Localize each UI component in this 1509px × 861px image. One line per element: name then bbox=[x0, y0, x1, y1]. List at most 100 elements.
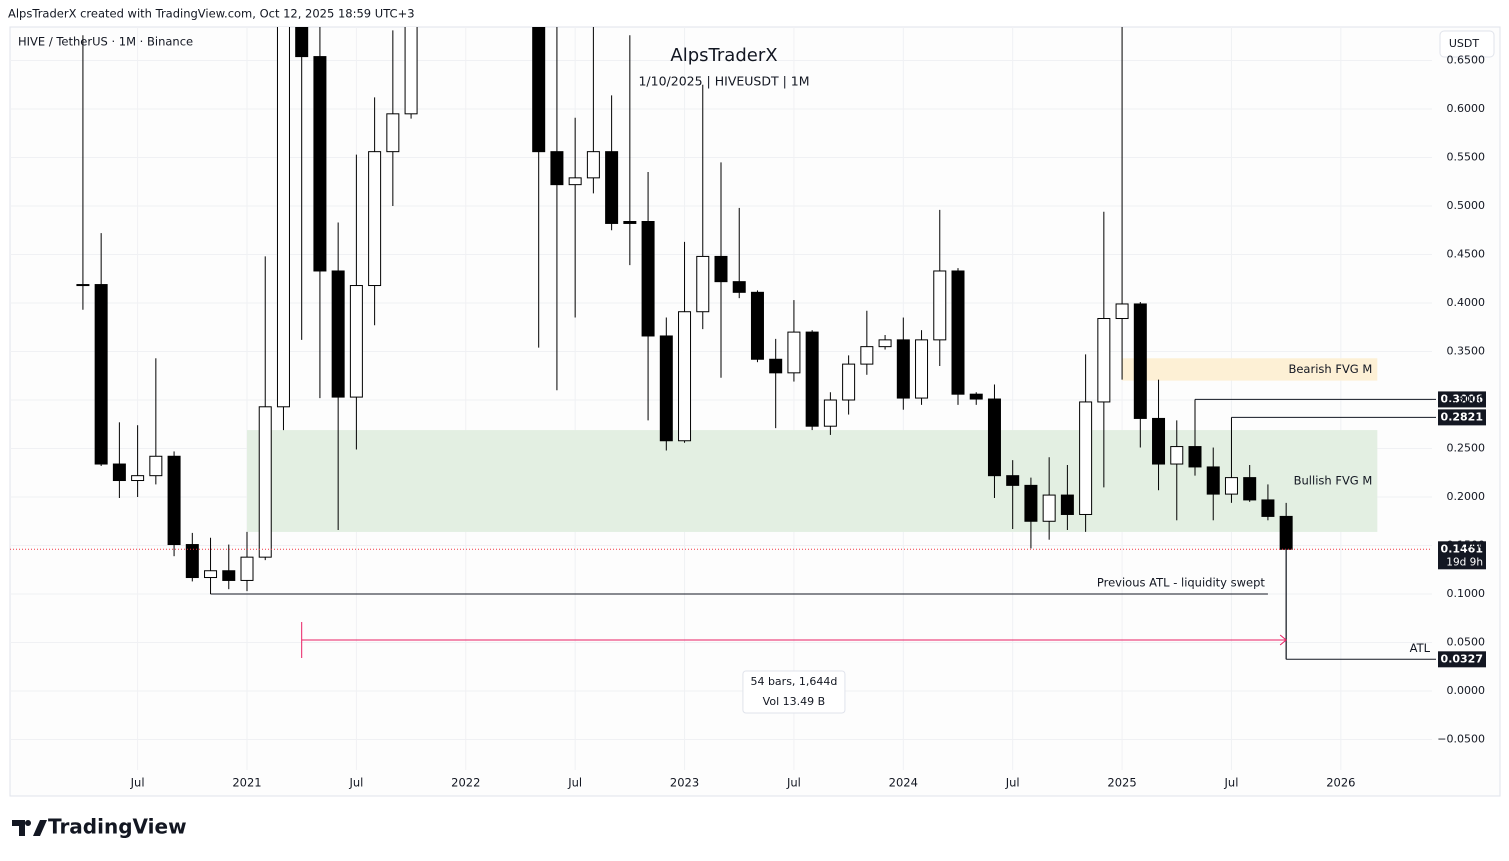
candle-body bbox=[678, 311, 692, 442]
zone-label: Bullish FVG M bbox=[1294, 474, 1373, 488]
y-tick-label: 0.1000 bbox=[1447, 587, 1486, 600]
y-tick-label: 0.1500 bbox=[1447, 539, 1486, 552]
candle-body bbox=[878, 339, 892, 348]
y-tick-label: 0.0000 bbox=[1447, 684, 1486, 697]
symbol-legend: HIVE / TetherUS · 1M · Binance bbox=[18, 35, 193, 49]
currency-button[interactable] bbox=[1439, 30, 1495, 58]
header: AlpsTraderX created with TradingView.com… bbox=[8, 7, 415, 21]
x-tick-label: Jul bbox=[1224, 776, 1239, 790]
candle-body bbox=[258, 406, 272, 558]
measure-text: Vol 13.49 B bbox=[763, 695, 826, 708]
candle-body bbox=[951, 270, 965, 395]
logo-text: TradingView bbox=[48, 815, 187, 839]
level-price-label: 0.3006 bbox=[1441, 392, 1484, 405]
y-tick-label: 0.0500 bbox=[1447, 636, 1486, 649]
measure-arrow bbox=[1279, 634, 1287, 646]
x-tick-label: Jul bbox=[567, 776, 582, 790]
candle-body bbox=[1133, 303, 1147, 419]
candle-body bbox=[1243, 477, 1257, 501]
candle-body bbox=[532, 27, 546, 153]
candle-body bbox=[860, 346, 874, 365]
x-tick-label: Jul bbox=[1005, 776, 1020, 790]
measure-text: 54 bars, 1,644d bbox=[750, 675, 837, 688]
candle-body bbox=[969, 393, 983, 400]
candle-body bbox=[185, 544, 199, 579]
candle-body bbox=[1170, 446, 1184, 465]
candle-body bbox=[987, 398, 1001, 477]
candle-body bbox=[222, 570, 236, 581]
candle-body bbox=[1006, 475, 1020, 486]
y-tick-label: 0.4000 bbox=[1447, 296, 1486, 309]
candle-body bbox=[787, 331, 801, 374]
candle-body bbox=[368, 151, 382, 287]
zone bbox=[1122, 358, 1378, 381]
x-tick-label: 2023 bbox=[670, 776, 699, 790]
candle-body bbox=[805, 331, 819, 427]
candle-body bbox=[1115, 303, 1129, 320]
candle-body bbox=[204, 570, 218, 579]
candle-body bbox=[276, 27, 290, 408]
candle-body bbox=[1279, 515, 1293, 550]
candle-body bbox=[1024, 484, 1038, 522]
candle-body bbox=[1060, 494, 1074, 515]
level-price-label: 0.0327 bbox=[1441, 652, 1483, 665]
overlay: Bearish FVG M Bullish FVG M Previous ATL -… bbox=[301, 362, 1486, 714]
candle-body bbox=[550, 151, 564, 186]
x-tick-label: 2021 bbox=[232, 776, 261, 790]
candle-body bbox=[623, 221, 637, 224]
candle-body bbox=[313, 56, 327, 272]
y-tick-label: 0.3000 bbox=[1447, 393, 1486, 406]
y-tick-label: −0.0500 bbox=[1437, 733, 1485, 746]
candle-body bbox=[605, 151, 619, 224]
plot-area bbox=[10, 27, 1432, 770]
candle-body bbox=[586, 151, 600, 179]
candle-body bbox=[842, 363, 856, 401]
candle-body bbox=[915, 339, 929, 399]
candle-body bbox=[1206, 466, 1220, 495]
candle-body bbox=[1224, 477, 1238, 495]
currency-label[interactable]: USDT bbox=[1449, 37, 1480, 50]
candle-body bbox=[896, 339, 910, 399]
candle-body bbox=[714, 255, 728, 283]
x-tick-label: 2025 bbox=[1107, 776, 1136, 790]
candle-body bbox=[1188, 446, 1202, 468]
candle-body bbox=[732, 281, 746, 293]
candle-body bbox=[1261, 499, 1275, 517]
y-tick-label: 0.5000 bbox=[1447, 199, 1486, 212]
x-tick-label: 2024 bbox=[889, 776, 918, 790]
candle-body bbox=[240, 556, 254, 581]
candle-body bbox=[349, 285, 363, 398]
x-tick-label: Jul bbox=[786, 776, 801, 790]
level-label: ATL bbox=[1410, 641, 1431, 655]
candle-body bbox=[823, 399, 837, 427]
candle-body bbox=[295, 27, 309, 58]
candle-body bbox=[568, 177, 582, 186]
candle-body bbox=[1097, 318, 1111, 403]
x-tick-label: 2026 bbox=[1326, 776, 1355, 790]
y-tick-label: 0.2500 bbox=[1447, 442, 1486, 455]
level-price-box bbox=[1438, 651, 1486, 668]
candle-body bbox=[659, 335, 673, 442]
y-tick-label: 0.5500 bbox=[1447, 150, 1486, 163]
measure-box bbox=[742, 670, 846, 714]
zone-label: Bearish FVG M bbox=[1288, 362, 1372, 376]
chart-subtitle: 1/10/2025 | HIVEUSDT | 1M bbox=[638, 74, 809, 89]
candle-body bbox=[1079, 401, 1093, 515]
candle-body bbox=[131, 475, 145, 482]
candle-body bbox=[933, 270, 947, 341]
chart-frame bbox=[9, 26, 1501, 797]
candle-body bbox=[112, 463, 126, 482]
countdown-label: 19d 9h bbox=[1446, 556, 1483, 568]
y-tick-label: 0.2000 bbox=[1447, 490, 1486, 503]
candle-body bbox=[94, 284, 108, 465]
candle-body bbox=[696, 255, 710, 313]
last-price-label: 0.1461 bbox=[1441, 542, 1483, 555]
candle-body bbox=[331, 270, 345, 398]
previous-atl-label: Previous ATL - liquidity swept bbox=[1097, 576, 1266, 590]
candle-body bbox=[76, 284, 90, 287]
last-price-box bbox=[1438, 541, 1486, 570]
candle-body bbox=[641, 221, 655, 337]
y-tick-label: 0.6000 bbox=[1447, 102, 1486, 115]
